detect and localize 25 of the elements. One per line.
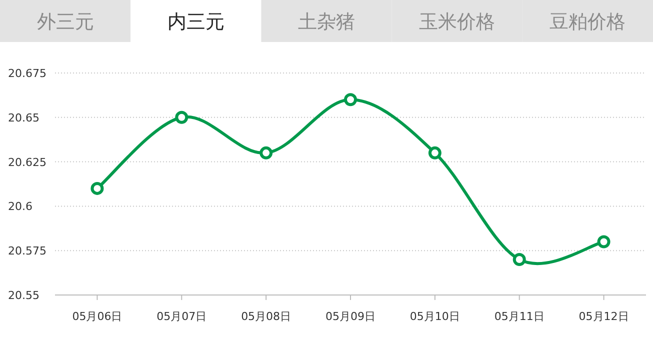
text: 外三元 xyxy=(36,12,94,33)
y-tick-label: 20.575 xyxy=(8,244,46,258)
text: 豆粕价格 xyxy=(550,12,626,33)
x-tick-label: 05月12日 xyxy=(578,310,629,323)
point xyxy=(175,110,188,124)
y-tick-label: 20.55 xyxy=(8,289,40,302)
x-tick-label: 05月11日 xyxy=(494,310,544,323)
point xyxy=(428,146,442,160)
y-tick-label: 20.675 xyxy=(8,67,46,80)
point xyxy=(260,146,273,160)
x-tick-label: 05月06日 xyxy=(72,310,122,323)
text: 内三元 xyxy=(167,12,224,33)
y-tick-label: 20.6 xyxy=(8,200,32,214)
point xyxy=(90,182,104,195)
x-tick-label: 05月08日 xyxy=(241,310,292,323)
text: 土杂猪 xyxy=(298,12,355,33)
x-tick-label: 05月10日 xyxy=(410,310,460,323)
text: 玉米价格 xyxy=(419,12,496,33)
y-tick-label: 20.65 xyxy=(8,111,40,124)
point xyxy=(344,93,357,106)
x-tick-label: 05月07日 xyxy=(156,310,207,323)
x-tick-label: 05月09日 xyxy=(326,310,376,323)
y-tick-label: 20.625 xyxy=(8,156,46,169)
point xyxy=(512,252,526,266)
point xyxy=(597,235,610,248)
